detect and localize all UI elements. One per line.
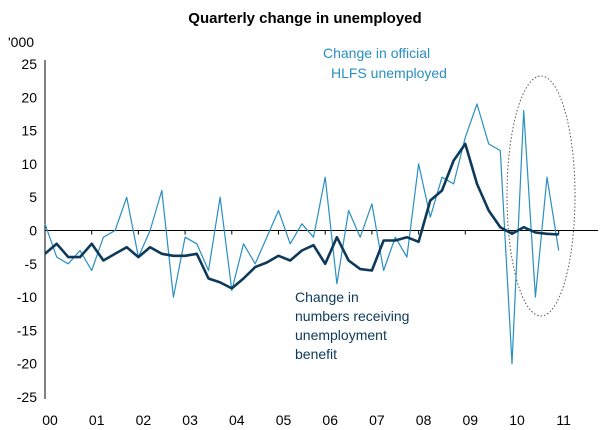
benefit-annotation: Change in numbers receiving unemployment… <box>295 289 409 362</box>
y-tick-labels: 25 20 15 10 5 0 -5 -10 -15 -20 -25 <box>17 56 37 405</box>
benefit-annotation-line-1: Change in <box>295 289 359 305</box>
chart-title: Quarterly change in unemployed <box>188 10 421 27</box>
x-tick-label: 07 <box>369 412 385 428</box>
y-tick-label: -20 <box>17 356 37 372</box>
highlight-ellipse <box>506 75 576 317</box>
y-axis-unit: '000 <box>8 34 34 50</box>
y-tick-label: 10 <box>21 156 37 172</box>
benefit-series-line <box>44 142 559 290</box>
series-lines <box>44 103 560 365</box>
x-tick-label: 05 <box>276 412 292 428</box>
x-tick-label: 09 <box>463 412 479 428</box>
y-tick-label: 0 <box>29 223 37 239</box>
y-tick-label: -15 <box>17 322 37 338</box>
y-tick-label: -5 <box>25 256 38 272</box>
x-tick-label: 04 <box>229 412 245 428</box>
x-tick-label: 06 <box>322 412 338 428</box>
x-tick-label: 03 <box>182 412 198 428</box>
hlfs-series-line <box>44 103 560 365</box>
y-tick-label: -25 <box>17 389 37 405</box>
x-tick-label: 01 <box>89 412 105 428</box>
x-tick-label: 11 <box>556 412 571 428</box>
x-tick-label: 00 <box>42 412 58 428</box>
x-tick-label: 08 <box>416 412 432 428</box>
y-tick-label: 20 <box>21 89 37 105</box>
x-tick-labels: 00 01 02 03 04 05 06 07 08 09 10 11 <box>42 412 571 428</box>
hlfs-annotation: Change in official HLFS unemployed <box>323 45 447 81</box>
y-tick-label: 25 <box>21 56 37 72</box>
benefit-annotation-line-3: unemployment <box>295 327 387 343</box>
y-tick-label: 5 <box>29 189 37 205</box>
x-tick-label: 10 <box>509 412 525 428</box>
hlfs-annotation-line-1: Change in official <box>323 45 430 61</box>
y-tick-label: 15 <box>21 123 37 139</box>
benefit-annotation-line-4: benefit <box>295 346 337 362</box>
benefit-annotation-line-2: numbers receiving <box>295 308 409 324</box>
y-tick-label: -10 <box>17 289 37 305</box>
hlfs-annotation-line-2: HLFS unemployed <box>331 65 447 81</box>
x-tick-label: 02 <box>136 412 152 428</box>
